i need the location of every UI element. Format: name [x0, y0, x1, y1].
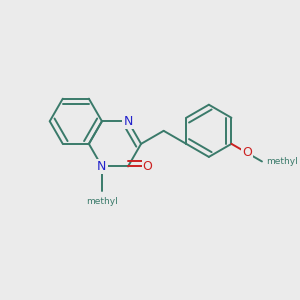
Text: N: N [123, 115, 133, 128]
Text: O: O [242, 146, 252, 160]
Text: methyl: methyl [86, 197, 118, 206]
Text: O: O [142, 160, 152, 173]
Text: N: N [97, 160, 106, 173]
Text: methyl: methyl [266, 157, 297, 166]
